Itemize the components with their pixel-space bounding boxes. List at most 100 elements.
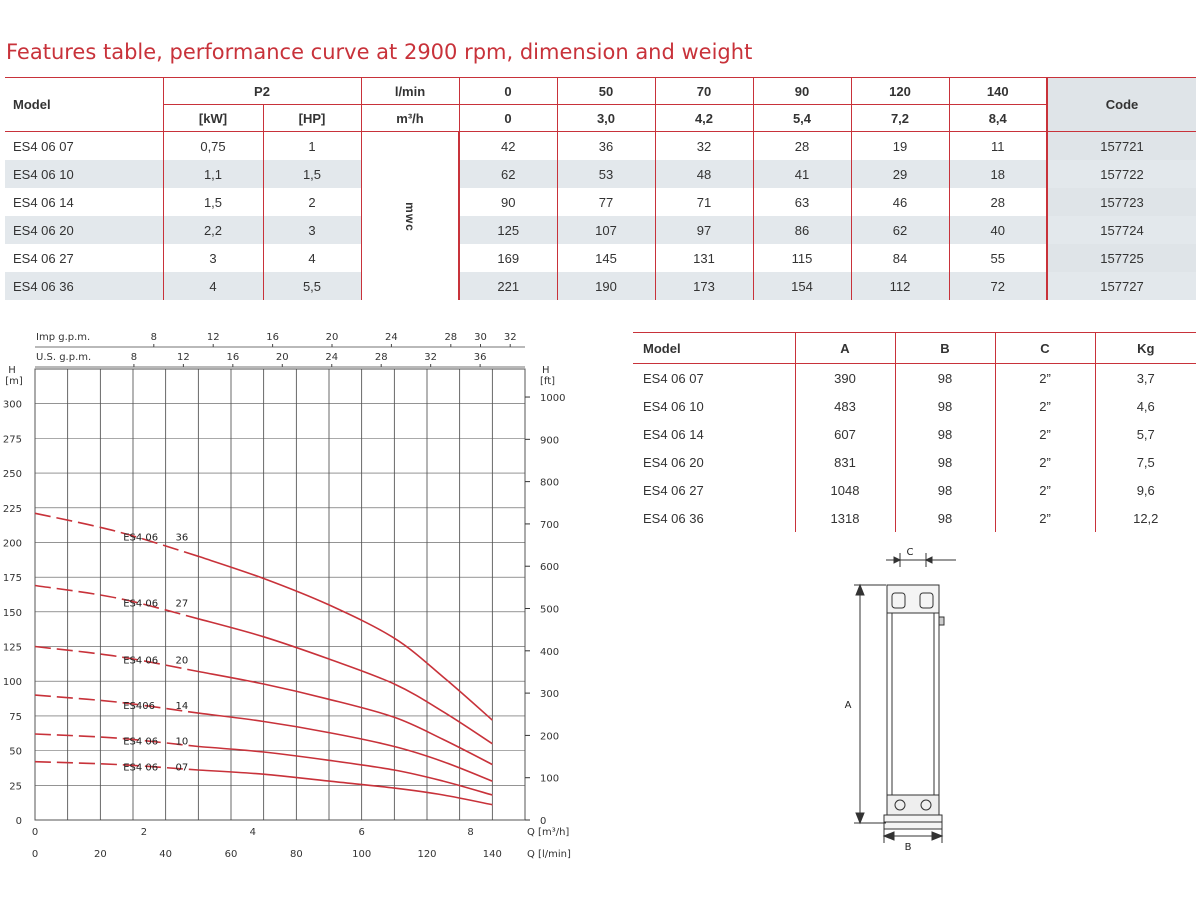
row-model: ES4 06 07 [13, 138, 74, 154]
row-code: 157723 [1046, 188, 1196, 216]
series-label: ES4 06 [123, 598, 158, 609]
axis-label-h-m: H [8, 365, 16, 376]
tick-label-h-m: 125 [3, 643, 22, 654]
row-hp: 3 [262, 216, 361, 244]
row-head: 112 [850, 272, 949, 300]
col-header-code: Code [1046, 77, 1196, 132]
col-header-flow-2: 70 [654, 77, 753, 105]
tick-label-us: 32 [424, 352, 437, 363]
series-line-dashed [34, 733, 199, 748]
table-row: ES4 06 36 4 5,5 221 190 173 154 112 72 1… [5, 272, 1196, 300]
row-head: 28 [752, 131, 851, 160]
tick-label-h-ft: 400 [540, 647, 559, 658]
row-head: 86 [752, 216, 851, 244]
col-header-flow-3: 90 [752, 77, 851, 105]
tick-label-us: 24 [325, 352, 338, 363]
tick-label-us: 12 [177, 352, 190, 363]
table-row: ES4 06 20 2,2 3 125 107 97 86 62 40 1577… [5, 216, 1196, 244]
tick-label-h-ft: 0 [540, 816, 546, 827]
dim-cell: ES4 06 10 [643, 398, 704, 414]
tick-label-h-m: 150 [3, 608, 22, 619]
col-header-hp: [HP] [262, 104, 361, 132]
dim-cell: ES4 06 07 [643, 370, 704, 386]
col-header-model: Model [5, 77, 163, 132]
col-header-m3h-0: 0 [458, 104, 557, 132]
axis-label-q-lmin: Q [l/min] [527, 849, 571, 860]
tick-label-h-ft: 1000 [540, 393, 565, 404]
dim-cell: 2” [994, 504, 1095, 532]
dim-cell: 98 [894, 363, 995, 392]
table-row: ES4 06 36 1318 98 2” 12,2 [633, 504, 1196, 532]
tick-label-h-ft: 900 [540, 435, 559, 446]
mwc-cell: mwc [360, 131, 459, 300]
tick-label-h-ft: 300 [540, 689, 559, 700]
dim-cell: ES4 06 27 [643, 482, 704, 498]
series-label-number: 36 [175, 532, 188, 543]
series-label-number: 10 [175, 736, 188, 747]
row-kw: 4 [162, 272, 263, 300]
tick-label-h-ft: 800 [540, 478, 559, 489]
tick-label-h-m: 25 [9, 781, 22, 792]
pump-outline-icon [883, 584, 945, 830]
axis-label-us: U.S. g.p.m. [36, 352, 91, 363]
col-header-p2: P2 [162, 77, 361, 105]
dim-cell: 2” [994, 448, 1095, 476]
row-head: 71 [654, 188, 753, 216]
axis-label-h-m-unit: [m] [5, 376, 23, 387]
dim-cell: 7,5 [1094, 448, 1196, 476]
series-label: ES406 [123, 701, 155, 712]
col-header-m3h-5: 8,4 [948, 104, 1047, 132]
row-head: 221 [458, 272, 557, 300]
series-line-dashed [34, 645, 199, 673]
dim-cell: 2” [994, 420, 1095, 448]
col-header-m3h-3: 5,4 [752, 104, 851, 132]
row-code: 157721 [1046, 131, 1196, 160]
tick-label-q-lmin: 80 [290, 849, 303, 860]
pump-drawing: C A B [845, 547, 956, 853]
dimension-lines [854, 553, 956, 843]
row-head: 97 [654, 216, 753, 244]
tick-label-h-ft: 600 [540, 562, 559, 573]
tick-label-h-ft: 700 [540, 520, 559, 531]
tick-label-imp: 30 [474, 332, 487, 343]
tick-label-q-m3h: 6 [358, 827, 364, 838]
dim-cell: 831 [794, 448, 895, 476]
row-head: 190 [556, 272, 655, 300]
tick-label-h-m: 250 [3, 469, 22, 480]
row-head: 62 [458, 160, 557, 188]
tick-label-h-m: 300 [3, 400, 22, 411]
row-head: 169 [458, 244, 557, 272]
row-hp: 2 [262, 188, 361, 216]
tick-label-imp: 16 [266, 332, 279, 343]
axis-label-imp: Imp g.p.m. [36, 332, 90, 343]
dim-header-c: C [994, 332, 1095, 364]
tick-label-q-m3h: 0 [32, 827, 38, 838]
row-model: ES4 06 14 [13, 194, 74, 210]
tick-label-q-m3h: 4 [250, 827, 256, 838]
tick-label-us: 16 [226, 352, 239, 363]
dim-cell: 390 [794, 363, 895, 392]
row-head: 41 [752, 160, 851, 188]
dim-cell: 483 [794, 392, 895, 420]
axis-label-q-m3h: Q [m³/h] [527, 827, 569, 838]
dim-cell: 2” [994, 476, 1095, 504]
table-row: ES4 06 27 1048 98 2” 9,6 [633, 476, 1196, 504]
series-line-dashed [34, 584, 199, 620]
row-head: 18 [948, 160, 1047, 188]
row-hp: 5,5 [262, 272, 361, 300]
series-line [198, 712, 493, 782]
dim-cell: 2” [994, 363, 1095, 392]
row-head: 11 [948, 131, 1047, 160]
dim-header-model: Model [633, 332, 795, 364]
table-row: ES4 06 27 3 4 169 145 131 115 84 55 1577… [5, 244, 1196, 272]
row-head: 53 [556, 160, 655, 188]
dim-cell: 1318 [794, 504, 895, 532]
row-code: 157725 [1046, 244, 1196, 272]
tick-label-h-m: 75 [9, 712, 22, 723]
performance-chart: 0255075100125150175200225250275300H[m]01… [3, 332, 571, 860]
series-line-dashed [34, 694, 199, 714]
dim-cell: 12,2 [1094, 504, 1196, 532]
tick-label-us: 28 [375, 352, 388, 363]
table-row: ES4 06 10 483 98 2” 4,6 [633, 392, 1196, 420]
tick-label-imp: 20 [326, 332, 339, 343]
